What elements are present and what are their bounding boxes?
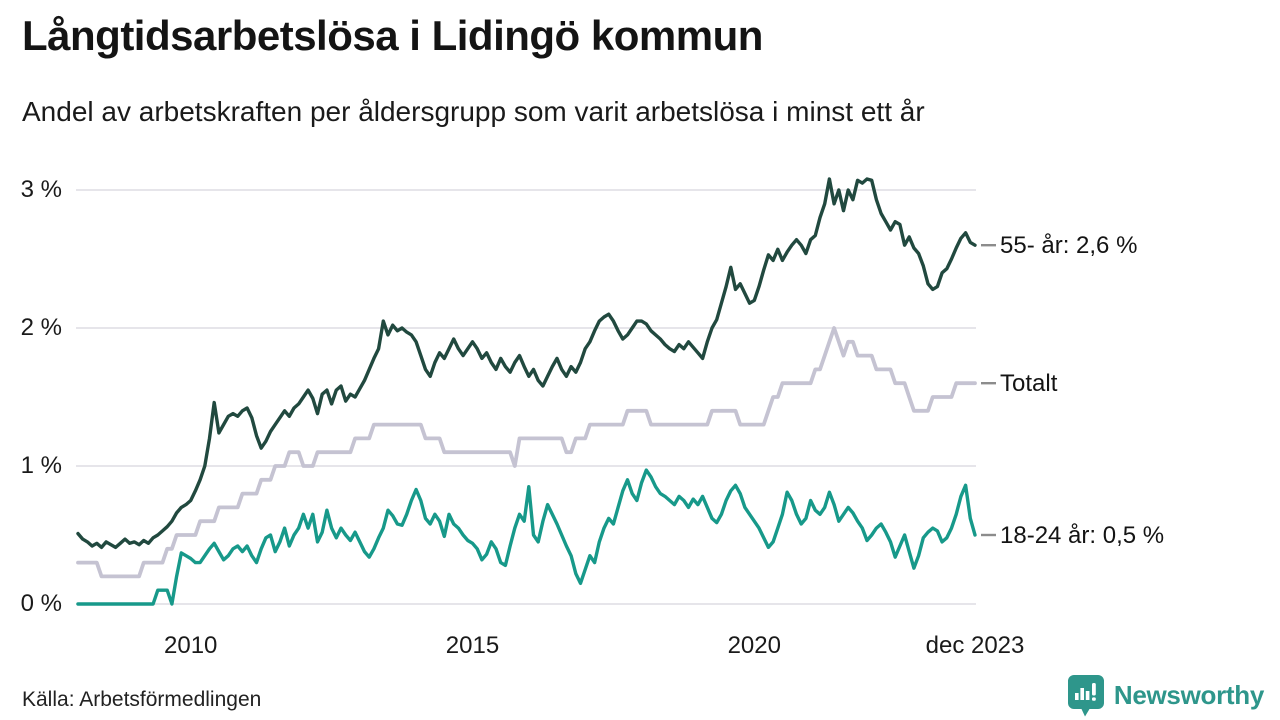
x-tick-2015: 2015	[445, 632, 500, 659]
series-label-55: 55- år: 2,6 %	[1000, 231, 1138, 259]
page-title: Långtidsarbetslösa i Lidingö kommun	[22, 12, 763, 59]
y-tick-3: 3 %	[20, 176, 62, 203]
series-lines	[76, 177, 977, 606]
gridlines	[76, 189, 976, 605]
series-end-ticks	[981, 243, 996, 537]
chart-subtitle: Andel av arbetskraften per åldersgrupp s…	[22, 96, 925, 127]
x-tick-2010: 2010	[164, 632, 218, 659]
newsworthy-bubble-chart-icon	[1067, 675, 1104, 717]
y-tick-2: 2 %	[20, 314, 62, 341]
series-label-totalt: Totalt	[1000, 369, 1058, 397]
source-note: Källa: Arbetsförmedlingen	[22, 688, 262, 711]
newsworthy-wordmark: Newsworthy	[1113, 680, 1264, 710]
x-tick-dec-2023: dec 2023	[925, 632, 1025, 659]
newsworthy-logo: Newsworthy	[1067, 674, 1264, 717]
x-tick-2020: 2020	[727, 632, 781, 659]
series-label-18-24: 18-24 år: 0,5 %	[1000, 521, 1165, 549]
y-tick-0: 0 %	[20, 590, 62, 617]
y-tick-1: 1 %	[20, 452, 62, 479]
